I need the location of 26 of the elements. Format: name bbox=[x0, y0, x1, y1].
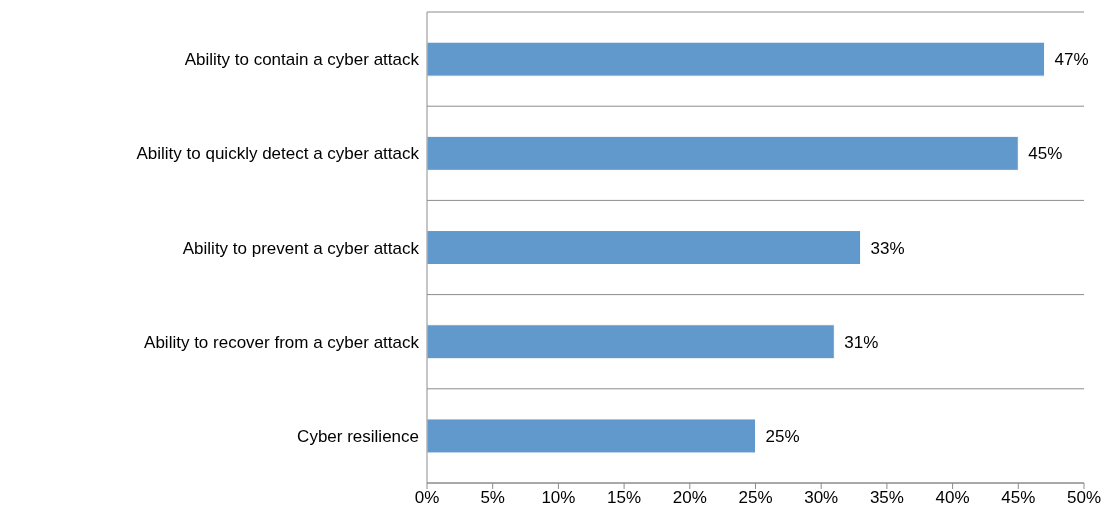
data-label: 45% bbox=[1028, 144, 1063, 164]
x-tick-label: 50% bbox=[1066, 488, 1102, 508]
x-tick-label: 20% bbox=[672, 488, 707, 508]
bar bbox=[427, 324, 835, 360]
x-tick-label: 40% bbox=[935, 488, 970, 508]
data-label: 47% bbox=[1054, 50, 1089, 70]
bar bbox=[427, 135, 1019, 171]
data-label: 33% bbox=[870, 238, 905, 258]
y-tick-label: Ability to quickly detect a cyber attack bbox=[136, 144, 420, 164]
y-tick-label: Cyber resilience bbox=[297, 426, 419, 446]
bar bbox=[427, 230, 862, 266]
y-tick-label: Ability to recover from a cyber attack bbox=[144, 332, 420, 352]
data-label: 31% bbox=[844, 332, 879, 352]
y-tick-label: Ability to prevent a cyber attack bbox=[182, 238, 420, 258]
bar bbox=[427, 418, 756, 454]
data-label: 25% bbox=[765, 426, 800, 446]
y-tick-label: Ability to contain a cyber attack bbox=[184, 50, 420, 70]
x-tick-label: 0% bbox=[414, 488, 440, 508]
bar bbox=[427, 41, 1046, 77]
x-tick-label: 10% bbox=[541, 488, 576, 508]
x-tick-label: 35% bbox=[869, 488, 904, 508]
x-tick-label: 5% bbox=[480, 488, 505, 508]
x-tick-label: 45% bbox=[1001, 488, 1036, 508]
x-tick-label: 15% bbox=[607, 488, 642, 508]
x-tick-label: 25% bbox=[738, 488, 773, 508]
x-tick-label: 30% bbox=[804, 488, 839, 508]
